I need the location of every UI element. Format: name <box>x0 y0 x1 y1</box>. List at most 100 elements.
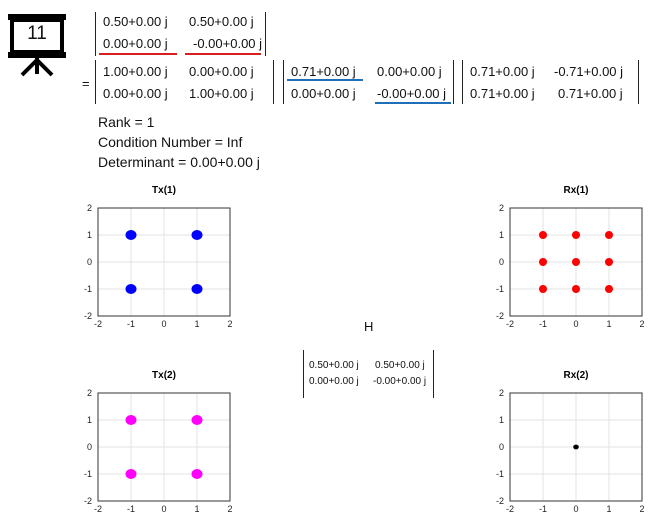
y-tick-label: -2 <box>84 496 92 506</box>
matrix-cell: 0.50+0.00 j <box>375 360 425 371</box>
x-tick-label: -1 <box>127 319 135 329</box>
x-tick-label: 1 <box>606 319 611 329</box>
x-tick-label: 0 <box>161 319 166 329</box>
x-tick-label: 1 <box>194 504 199 514</box>
matrix-bracket-left <box>462 60 463 104</box>
y-tick-label: 2 <box>87 203 92 213</box>
matrix-cell: -0.00+0.00 j <box>373 376 427 387</box>
data-point <box>572 258 580 266</box>
x-tick-label: 0 <box>161 504 166 514</box>
matrix-cell: 0.00+0.00 j <box>103 36 168 51</box>
matrix-bracket-left <box>95 12 96 56</box>
data-point <box>125 284 137 294</box>
blue-underline <box>375 102 451 104</box>
matrix-cell: 0.00+0.00 j <box>309 376 359 387</box>
plot-frame <box>509 392 643 502</box>
data-point <box>191 415 203 425</box>
matrix-cell: 0.50+0.00 j <box>189 14 254 29</box>
matrix-bracket-right <box>265 12 266 56</box>
y-tick-label: 0 <box>499 442 504 452</box>
x-tick-label: 2 <box>227 319 232 329</box>
x-tick-label: -1 <box>539 319 547 329</box>
data-point <box>573 444 579 450</box>
data-point <box>572 231 580 239</box>
matrix-cell: -0.00+0.00 j <box>377 86 447 101</box>
data-point <box>539 258 547 266</box>
y-tick-label: 1 <box>499 230 504 240</box>
y-tick-label: -2 <box>496 311 504 321</box>
y-tick-label: 0 <box>87 442 92 452</box>
x-tick-label: -2 <box>94 504 102 514</box>
matrix-cell: 1.00+0.00 j <box>189 86 254 101</box>
y-tick-label: 0 <box>87 257 92 267</box>
result-matrix: 0.50+0.00 j 0.50+0.00 j 0.00+0.00 j -0.0… <box>95 12 275 58</box>
x-tick-label: 2 <box>639 504 644 514</box>
matrix-cell: 0.71+0.00 j <box>470 86 535 101</box>
scatter-plot: -2-2 -1 -1 0 0 1 1 2 2 Rx(1) <box>496 185 645 329</box>
matrix-bracket-left <box>303 350 304 398</box>
u-matrix: 1.00+0.00 j 0.00+0.00 j 0.00+0.00 j 1.00… <box>95 60 275 106</box>
matrix-cell: 0.50+0.00 j <box>103 14 168 29</box>
x-tick-label: -1 <box>127 504 135 514</box>
channel-matrix: 0.50+0.00 j 0.50+0.00 j 0.00+0.00 j -0.0… <box>303 350 435 400</box>
matrix-cell: 0.00+0.00 j <box>291 86 356 101</box>
x-tick-label: 2 <box>227 504 232 514</box>
scatter-plot: -2-2 -1 -1 0 0 1 1 2 2 Tx(2) <box>84 370 233 514</box>
x-tick-label: -1 <box>539 504 547 514</box>
y-tick-label: 2 <box>499 388 504 398</box>
x-tick-label: -2 <box>506 319 514 329</box>
y-tick-label: 1 <box>499 415 504 425</box>
matrix-bracket-right <box>433 350 434 398</box>
data-point <box>539 231 547 239</box>
matrix-bracket-right <box>273 60 274 104</box>
matrix-bracket-left <box>95 60 96 104</box>
plot-frame <box>509 207 643 317</box>
slide-badge: 11 <box>6 12 76 78</box>
data-point <box>125 469 137 479</box>
matrix-cell: 0.00+0.00 j <box>189 64 254 79</box>
matrix-cell: -0.00+0.00 j <box>193 36 263 51</box>
data-point <box>539 285 547 293</box>
y-tick-label: 2 <box>499 203 504 213</box>
v-matrix: 0.71+0.00 j -0.71+0.00 j 0.71+0.00 j 0.7… <box>462 60 642 106</box>
x-tick-label: 2 <box>639 319 644 329</box>
y-tick-label: 1 <box>87 230 92 240</box>
matrix-bracket-right <box>453 60 454 104</box>
matrix-cell: 0.00+0.00 j <box>103 86 168 101</box>
red-underline <box>185 53 261 55</box>
x-tick-label: -2 <box>506 504 514 514</box>
data-point <box>125 415 137 425</box>
data-point <box>125 230 137 240</box>
rank-text: Rank = 1 <box>98 114 155 130</box>
s-matrix: 0.71+0.00 j 0.00+0.00 j 0.00+0.00 j -0.0… <box>283 60 458 106</box>
data-point <box>191 469 203 479</box>
data-point <box>191 284 203 294</box>
matrix-cell: 0.71+0.00 j <box>291 64 356 79</box>
matrix-bracket-right <box>638 60 639 104</box>
y-tick-label: 2 <box>87 388 92 398</box>
data-point <box>605 231 613 239</box>
equals-sign: = <box>82 76 90 91</box>
condition-number-text: Condition Number = Inf <box>98 134 243 150</box>
data-point <box>605 285 613 293</box>
y-tick-label: -1 <box>84 469 92 479</box>
y-tick-label: -1 <box>84 284 92 294</box>
matrix-cell: 0.00+0.00 j <box>377 64 442 79</box>
channel-label: H <box>364 319 374 334</box>
matrix-cell: 1.00+0.00 j <box>103 64 168 79</box>
plot-title: Tx(2) <box>152 370 176 381</box>
scatter-plot: -2-2 -1 -1 0 0 1 1 2 2 Tx(1) <box>84 185 233 329</box>
matrix-cell: 0.50+0.00 j <box>309 360 359 371</box>
matrix-cell: -0.71+0.00 j <box>554 64 624 79</box>
scatter-plot: -2-2 -1 -1 0 0 1 1 2 2 Rx(2) <box>496 370 645 514</box>
x-tick-label: -2 <box>94 319 102 329</box>
y-tick-label: -2 <box>496 496 504 506</box>
red-underline <box>99 53 177 55</box>
plot-title: Rx(1) <box>563 185 588 196</box>
y-tick-label: -2 <box>84 311 92 321</box>
y-tick-label: -1 <box>496 469 504 479</box>
blue-underline <box>287 79 363 81</box>
slide-number: 11 <box>27 23 47 44</box>
x-tick-label: 0 <box>573 319 578 329</box>
